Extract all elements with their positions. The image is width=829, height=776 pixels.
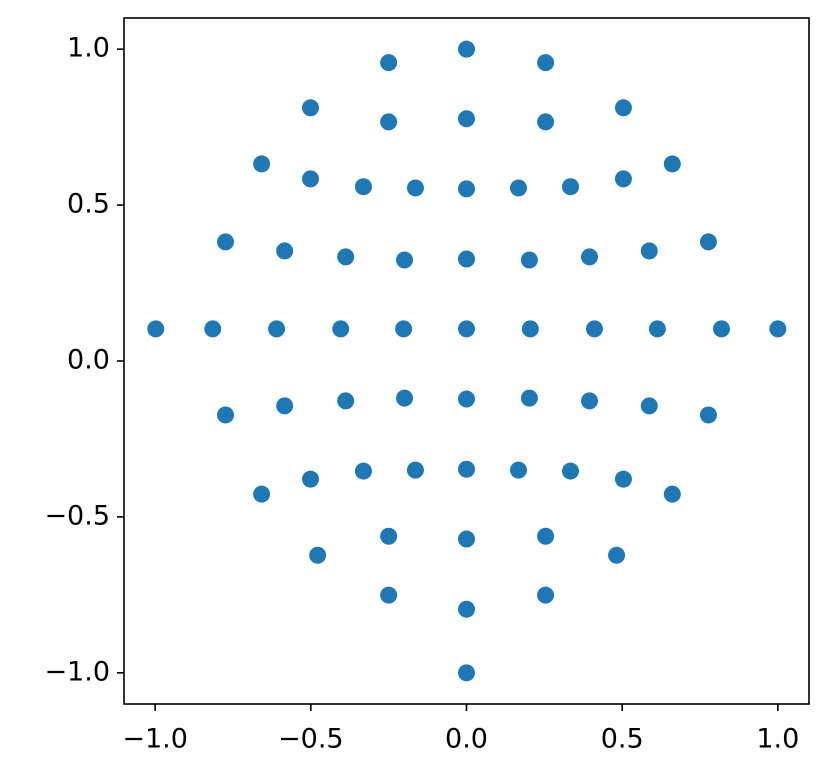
point (309, 546, 327, 564)
point (458, 664, 475, 682)
point (521, 320, 539, 338)
y-tick-label: 0.5 (67, 189, 110, 220)
x-tick-label: 0.5 (601, 724, 644, 755)
x-tick-label: 0.0 (445, 724, 488, 755)
point (395, 320, 413, 338)
point (302, 470, 320, 488)
point (608, 546, 626, 564)
point (380, 54, 398, 72)
y-tick-label: −0.5 (44, 500, 110, 531)
y-tick-label: 0.0 (67, 345, 110, 376)
point (276, 242, 294, 260)
point (396, 389, 414, 407)
point (380, 113, 398, 131)
point (458, 390, 475, 408)
point (537, 527, 555, 545)
point (663, 485, 681, 503)
point (406, 179, 424, 197)
point (713, 320, 731, 338)
point (217, 233, 235, 251)
point (614, 170, 632, 188)
point (337, 392, 355, 410)
point (458, 320, 475, 338)
point (640, 397, 658, 415)
point (585, 320, 603, 338)
point (302, 170, 320, 188)
point (332, 320, 350, 338)
point (458, 530, 475, 548)
x-tick-label: 1.0 (756, 724, 799, 755)
point (537, 54, 555, 72)
point (561, 462, 579, 480)
point (520, 389, 538, 407)
point (380, 527, 398, 545)
point (614, 470, 632, 488)
point (640, 242, 658, 260)
point (699, 406, 717, 424)
point (580, 248, 598, 266)
point (509, 179, 527, 197)
point (204, 320, 222, 338)
point (406, 461, 424, 479)
point (380, 586, 398, 604)
point (458, 460, 475, 478)
point (458, 600, 475, 618)
point (520, 251, 538, 269)
point (648, 320, 666, 338)
point (458, 40, 475, 58)
x-tick-label: −0.5 (278, 724, 344, 755)
point (458, 250, 475, 268)
point (458, 180, 475, 198)
y-tick-label: −1.0 (44, 656, 110, 687)
point (302, 99, 320, 117)
point (537, 113, 555, 131)
point (217, 406, 235, 424)
point (663, 155, 681, 173)
point (253, 485, 271, 503)
point (147, 320, 165, 338)
y-tick-label: 1.0 (67, 33, 110, 64)
point (580, 392, 598, 410)
point (509, 461, 527, 479)
point (354, 178, 372, 196)
point (458, 110, 475, 128)
point (268, 320, 286, 338)
point (337, 248, 355, 266)
x-tick-label: −1.0 (122, 724, 188, 755)
point (769, 320, 787, 338)
point (354, 462, 372, 480)
point (561, 178, 579, 196)
point (396, 251, 414, 269)
point (276, 397, 294, 415)
point (614, 99, 632, 117)
point (699, 233, 717, 251)
point (253, 155, 271, 173)
point (537, 586, 555, 604)
